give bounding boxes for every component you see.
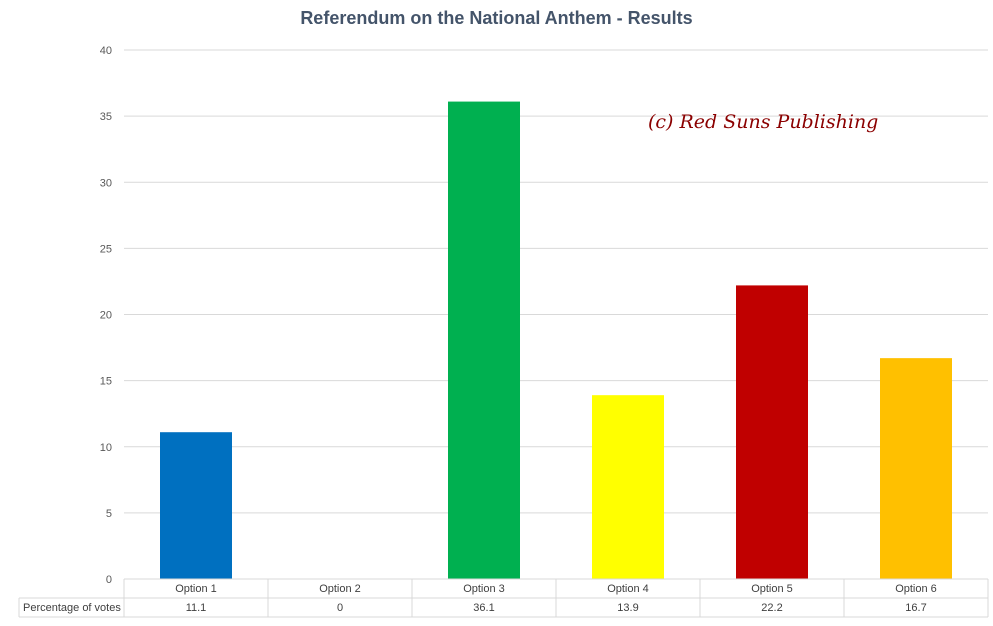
data-value-label: 16.7 — [905, 602, 926, 614]
bar-4 — [592, 395, 664, 579]
y-tick-label: 30 — [100, 177, 112, 189]
bar-6 — [880, 358, 952, 579]
bar-3 — [448, 101, 520, 579]
bar-5 — [736, 285, 808, 579]
data-table: Percentage of votes Option 1 11.1 Option 2 0… — [18, 578, 989, 618]
gridlines — [124, 49, 988, 514]
data-value-label: 13.9 — [617, 602, 638, 614]
x-tick-label: Option 6 — [895, 583, 937, 595]
x-tick-label: Option 3 — [463, 583, 505, 595]
y-axis-ticks: 0 5 10 15 20 25 30 35 40 — [100, 45, 112, 586]
data-value-label: 11.1 — [186, 602, 207, 614]
x-tick-label: Option 5 — [751, 583, 793, 595]
bars — [160, 101, 952, 579]
copyright-annotation: (c) Red Suns Publishing — [648, 111, 878, 133]
y-tick-label: 25 — [100, 243, 112, 255]
bar-1 — [160, 432, 232, 579]
y-tick-label: 15 — [100, 376, 112, 388]
y-tick-label: 0 — [106, 574, 112, 586]
y-tick-label: 20 — [100, 310, 112, 322]
x-tick-label: Option 2 — [319, 583, 361, 595]
y-tick-label: 5 — [106, 508, 112, 520]
y-tick-label: 10 — [100, 442, 112, 454]
x-tick-label: Option 4 — [607, 583, 649, 595]
chart-title: Referendum on the National Anthem - Resu… — [300, 8, 693, 28]
data-value-label: 0 — [337, 602, 343, 614]
data-value-label: 36.1 — [473, 602, 494, 614]
x-tick-label: Option 1 — [175, 583, 217, 595]
y-tick-label: 35 — [100, 111, 112, 123]
data-value-label: 22.2 — [761, 602, 782, 614]
series-name-label: Percentage of votes — [23, 602, 121, 614]
y-tick-label: 40 — [100, 45, 112, 57]
